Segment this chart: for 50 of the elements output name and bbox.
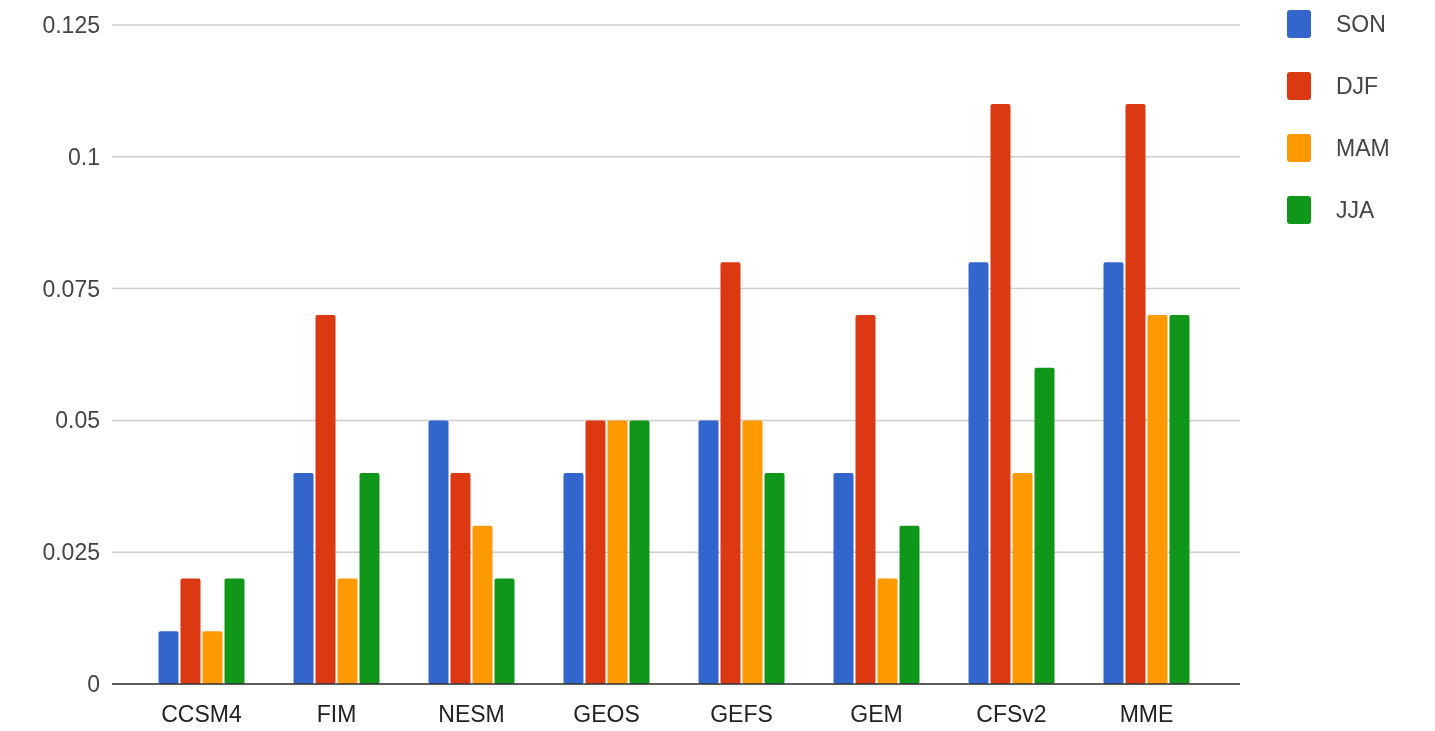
x-tick-label: GEM (850, 701, 903, 727)
bar (224, 578, 245, 684)
bar (428, 420, 449, 684)
bar (494, 578, 515, 684)
x-tick-label: GEFS (710, 701, 773, 727)
legend-label: JJA (1336, 197, 1375, 224)
bar (202, 631, 223, 684)
bar (315, 314, 336, 684)
bar (1012, 473, 1033, 684)
bar (293, 473, 314, 684)
bar (877, 578, 898, 684)
bar (990, 104, 1011, 684)
bar (764, 473, 785, 684)
x-tick-label: MME (1119, 701, 1174, 727)
bar (1147, 314, 1168, 684)
y-tick-label: 0.025 (42, 539, 100, 566)
y-tick-label: 0.075 (42, 275, 100, 302)
legend-label: SON (1336, 11, 1386, 38)
bar (450, 473, 471, 684)
bar (1103, 262, 1124, 684)
bar (833, 473, 854, 684)
y-tick-label: 0.05 (55, 407, 100, 434)
bar (180, 578, 201, 684)
x-tick-label: FIM (316, 701, 357, 727)
y-tick-label: 0.125 (42, 12, 100, 39)
bar (698, 420, 719, 684)
bar (899, 525, 920, 684)
bar (607, 420, 628, 684)
legend-label: DJF (1336, 73, 1379, 100)
bar (855, 314, 876, 684)
bar (472, 525, 493, 684)
bar (629, 420, 650, 684)
bar (1034, 367, 1055, 684)
bar (720, 262, 741, 684)
x-tick-label: GEOS (573, 701, 640, 727)
bar (1169, 314, 1190, 684)
bar (585, 420, 606, 684)
bar (1125, 104, 1146, 684)
bar (337, 578, 358, 684)
y-tick-label: 0 (87, 671, 100, 698)
bar (742, 420, 763, 684)
x-tick-label: CFSv2 (976, 701, 1047, 727)
y-tick-label: 0.1 (68, 143, 100, 170)
bar (158, 631, 179, 684)
bar (359, 473, 380, 684)
x-tick-label: CCSM4 (161, 701, 242, 727)
bar (968, 262, 989, 684)
x-tick-label: NESM (438, 701, 505, 727)
bar (563, 473, 584, 684)
legend-label: MAM (1336, 135, 1390, 162)
